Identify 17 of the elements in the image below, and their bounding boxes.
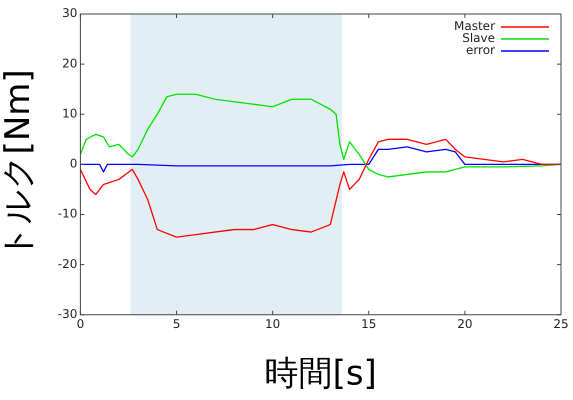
legend-label: Slave — [462, 31, 495, 46]
x-tick-label: 25 — [553, 317, 569, 332]
y-tick-label: -20 — [58, 256, 78, 271]
y-tick-label: 10 — [62, 106, 78, 120]
x-tick-label: 15 — [361, 317, 376, 332]
x-tick-label: 5 — [172, 317, 180, 332]
legend-label: Master — [454, 19, 496, 34]
x-tick-label: 20 — [457, 317, 473, 332]
y-tick-label: -10 — [58, 206, 78, 221]
y-tick-label: 30 — [62, 6, 78, 20]
y-tick-label: 20 — [62, 56, 78, 70]
legend-label: error — [466, 43, 496, 58]
y-tick-label: 0 — [70, 156, 78, 171]
y-axis-title: トルク[Nm] — [0, 69, 38, 260]
y-tick-label: -30 — [58, 306, 78, 321]
x-axis-title: 時間[s] — [264, 353, 377, 394]
x-tick-label: 10 — [265, 317, 280, 332]
